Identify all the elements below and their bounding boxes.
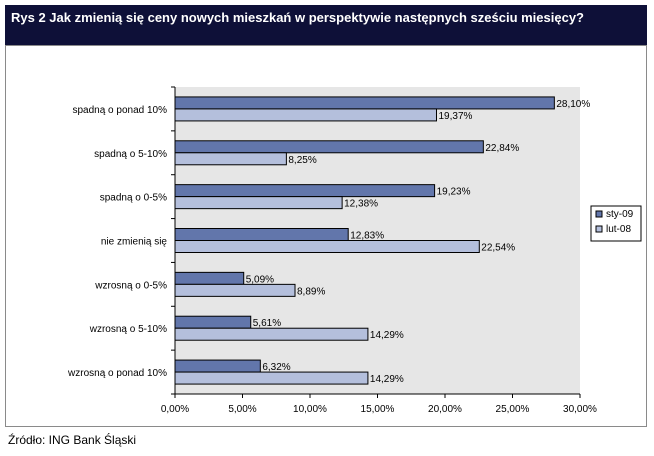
x-tick-label: 0,00% <box>161 404 189 415</box>
y-tick-label: spadną o 5-10% <box>94 149 167 160</box>
y-tick-label: wzrosną o 0-5% <box>94 280 167 291</box>
bar-sty-09 <box>174 140 484 154</box>
bar-chart: 28,10% 19,37% 22,84% 8,25% 19,23% 12,38% 12,83… <box>10 50 642 422</box>
chart-title: Rys 2 Jak zmienią się ceny nowych mieszk… <box>11 10 584 25</box>
bar-lut-08 <box>174 327 369 341</box>
bar-lut-08 <box>174 371 369 385</box>
bar-sty-09 <box>174 315 252 329</box>
data-label: 8,25% <box>288 155 316 166</box>
x-tick-label: 10,00% <box>293 404 327 415</box>
chart-frame: 28,10% 19,37% 22,84% 8,25% 19,23% 12,38% 12,83… <box>5 45 647 427</box>
x-tick-label: 20,00% <box>428 404 462 415</box>
y-tick-label: spadną o 0-5% <box>100 193 167 204</box>
data-label: 19,23% <box>437 187 471 198</box>
bar-lut-08 <box>174 108 437 122</box>
y-tick-label: nie zmienią się <box>101 237 168 248</box>
data-label: 12,83% <box>350 231 384 242</box>
x-tick-label: 25,00% <box>496 404 530 415</box>
y-tick-label: spadną o ponad 10% <box>72 105 167 116</box>
source-note: Źródło: ING Bank Śląski <box>8 433 137 447</box>
bar-sty-09 <box>174 184 436 198</box>
bar-lut-08 <box>174 283 296 297</box>
bar-lut-08 <box>174 196 343 210</box>
x-tick-label: 30,00% <box>563 404 597 415</box>
y-tick-label: wzrosną o ponad 10% <box>67 368 167 379</box>
data-label: 5,61% <box>253 318 281 329</box>
data-label: 6,32% <box>262 362 290 373</box>
bar-sty-09 <box>174 228 349 241</box>
bar-sty-09 <box>174 271 245 285</box>
title-bar: Rys 2 Jak zmienią się ceny nowych mieszk… <box>5 5 647 45</box>
data-label: 28,10% <box>556 99 590 110</box>
data-label: 14,29% <box>370 374 404 385</box>
legend: sty-09 lut-08 <box>590 205 642 242</box>
data-label: 12,38% <box>344 199 378 210</box>
x-tick-label: 5,00% <box>228 404 256 415</box>
bar-lut-08 <box>174 152 287 166</box>
legend-swatch <box>595 210 603 218</box>
legend-swatch <box>595 225 603 233</box>
legend-label: lut-08 <box>606 224 631 235</box>
bar-sty-09 <box>174 359 261 373</box>
data-label: 8,89% <box>297 286 325 297</box>
data-label: 22,84% <box>485 143 519 154</box>
data-label: 19,37% <box>438 111 472 122</box>
legend-label: sty-09 <box>606 209 634 220</box>
bar-sty-09 <box>174 96 555 110</box>
data-label: 14,29% <box>370 330 404 341</box>
data-label: 5,09% <box>246 274 274 285</box>
y-tick-label: wzrosną o 5-10% <box>89 324 167 335</box>
data-label: 22,54% <box>481 243 515 254</box>
x-tick-label: 15,00% <box>361 404 395 415</box>
bar-lut-08 <box>174 240 480 253</box>
